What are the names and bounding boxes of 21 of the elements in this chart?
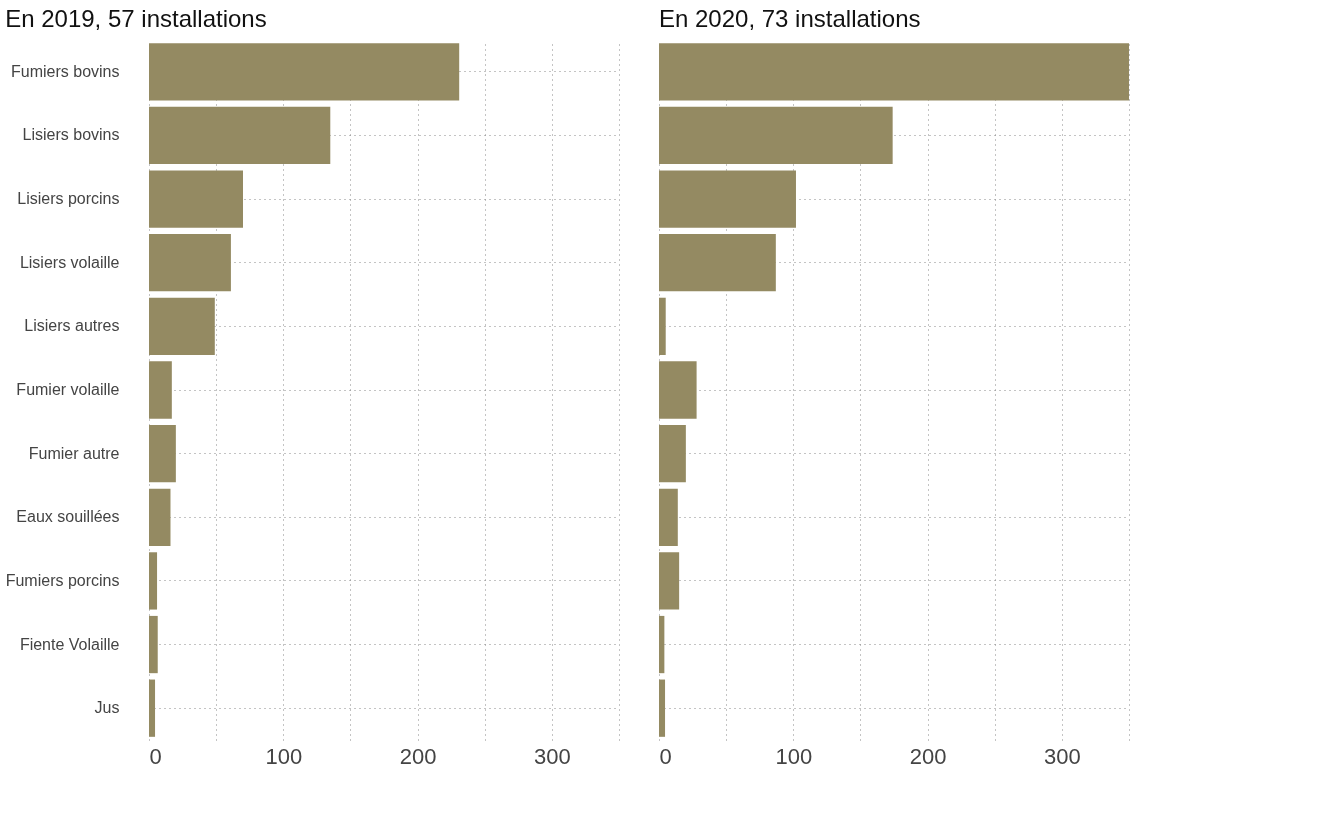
- y-tick-label: Fumiers bovins: [11, 62, 120, 80]
- chart-title: En 2020, 73 installations: [659, 5, 921, 32]
- x-tick-label: 0: [149, 743, 162, 769]
- x-tick-label: 100: [775, 743, 813, 769]
- y-tick-label: Jus: [94, 699, 120, 717]
- x-tick-label: 300: [534, 743, 571, 769]
- x-tick-label: 200: [909, 743, 947, 769]
- y-tick-label: Fumier volaille: [16, 381, 120, 398]
- y-tick-label: Fumier autre: [28, 444, 120, 462]
- x-tick-label: 0: [659, 743, 672, 769]
- y-tick-label: Eaux souillées: [16, 508, 120, 526]
- y-tick-label: Lisiers volaille: [19, 253, 120, 271]
- x-tick-label: 100: [265, 743, 303, 769]
- y-tick-label: Lisiers bovins: [22, 126, 120, 144]
- x-tick-label: 300: [1044, 743, 1081, 769]
- y-tick-label: Lisiers autres: [24, 317, 120, 335]
- chart-title: En 2019, 57 installations: [5, 5, 267, 32]
- y-tick-label: Fiente Volaille: [19, 635, 120, 653]
- y-tick-label: Lisiers porcins: [17, 190, 120, 208]
- x-tick-label: 200: [399, 743, 437, 769]
- y-tick-label: Fumiers porcins: [5, 571, 120, 589]
